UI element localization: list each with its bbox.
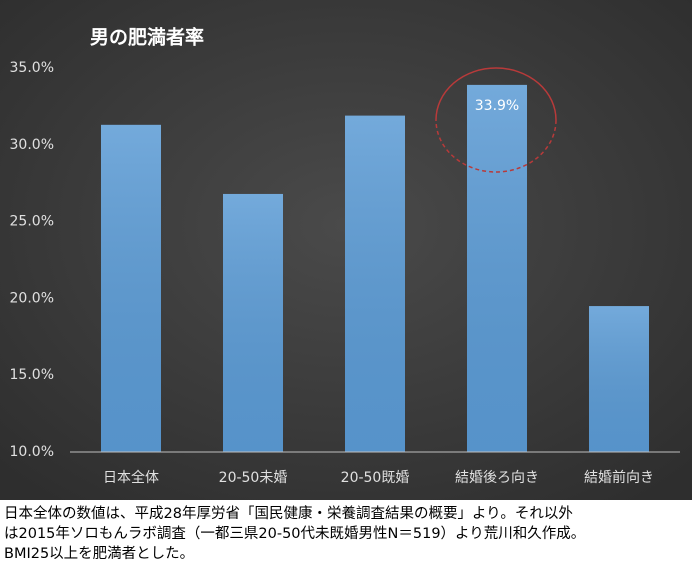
bar-shade [223,193,283,452]
bar-shade [589,306,649,452]
bar-shade [345,115,405,452]
y-tick-label: 30.0% [10,137,54,153]
bar-shade [467,84,527,453]
x-tick-label: 20-50既婚 [341,470,410,486]
x-tick-label: 日本全体 [103,469,159,486]
chart: 男の肥満者率 10.0% 15.0% 20.0% 25.0% 30.0% 35.0% 日本全… [0,0,692,500]
x-tick-label: 結婚後ろ向き [455,470,539,486]
caption-line: BMI25以上を肥満者とした。 [4,546,195,562]
x-tick-label: 20-50未婚 [219,470,288,486]
caption: 日本全体の数値は、平成28年厚労省「国民健康・栄養調査結果の概要」より。それ以外… [4,504,690,564]
y-tick-label: 15.0% [10,367,54,383]
y-tick-label: 35.0% [10,60,54,76]
chart-title: 男の肥満者率 [90,26,204,49]
caption-line: 日本全体の数値は、平成28年厚労省「国民健康・栄養調査結果の概要」より。それ以外 [4,506,573,522]
y-tick-label: 25.0% [10,214,54,230]
y-tick-label: 20.0% [10,290,54,306]
bar-shade [101,124,161,452]
highlight-circle-dashed [435,119,557,173]
data-label: 33.9% [475,98,519,114]
x-tick-label: 結婚前向き [584,469,654,486]
highlight-circle [435,67,557,121]
caption-line: は2015年ソロもんラボ調査（一都三県20-50代未既婚男性N＝519）より荒川… [4,526,586,542]
y-tick-label: 10.0% [10,444,54,460]
